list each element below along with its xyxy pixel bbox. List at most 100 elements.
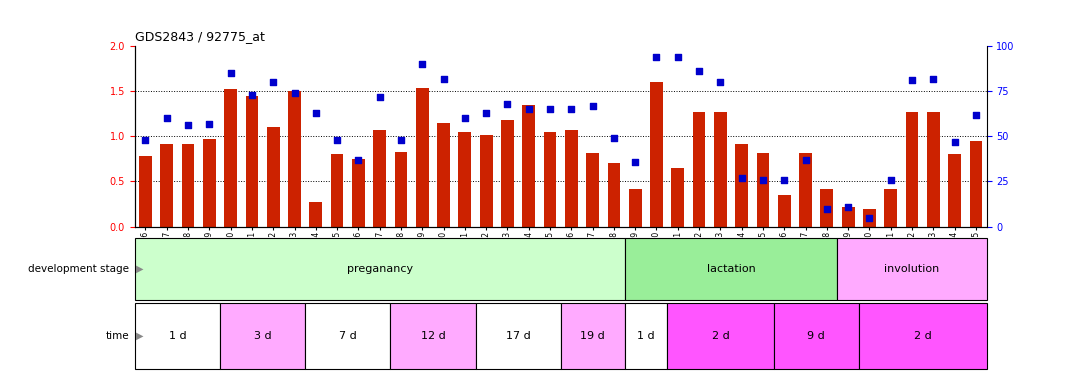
Bar xyxy=(927,112,939,227)
Point xyxy=(690,68,707,74)
Point xyxy=(669,54,686,60)
Point xyxy=(223,70,240,76)
Point xyxy=(776,177,793,183)
Bar xyxy=(608,164,621,227)
Bar xyxy=(859,303,987,369)
Bar xyxy=(438,123,450,227)
Text: involution: involution xyxy=(885,264,939,274)
Point xyxy=(158,115,175,121)
Text: 3 d: 3 d xyxy=(254,331,272,341)
Point xyxy=(520,106,537,112)
Bar xyxy=(416,88,429,227)
Text: 12 d: 12 d xyxy=(421,331,445,341)
Point xyxy=(393,137,410,143)
Text: 2 d: 2 d xyxy=(914,331,932,341)
Text: development stage: development stage xyxy=(29,264,129,274)
Point xyxy=(606,135,623,141)
Bar xyxy=(629,189,642,227)
Bar xyxy=(561,303,625,369)
Point xyxy=(840,204,857,210)
Bar xyxy=(586,152,599,227)
Bar xyxy=(266,127,279,227)
Bar xyxy=(863,209,876,227)
Text: lactation: lactation xyxy=(706,264,755,274)
Bar xyxy=(373,130,386,227)
Text: ▶: ▶ xyxy=(136,331,143,341)
Point xyxy=(201,121,218,127)
Text: GDS2843 / 92775_at: GDS2843 / 92775_at xyxy=(135,30,264,43)
Point xyxy=(648,54,666,60)
Bar xyxy=(288,91,301,227)
Text: ▶: ▶ xyxy=(136,264,143,274)
Point xyxy=(243,92,260,98)
Bar xyxy=(692,112,705,227)
Bar xyxy=(458,132,471,227)
Point xyxy=(819,205,836,212)
Point xyxy=(477,110,494,116)
Point xyxy=(350,157,367,163)
Point xyxy=(328,137,346,143)
Bar xyxy=(735,144,748,227)
Point xyxy=(861,214,878,220)
Point xyxy=(797,157,814,163)
Bar xyxy=(948,154,961,227)
Point xyxy=(499,101,516,107)
Text: 2 d: 2 d xyxy=(712,331,730,341)
Point xyxy=(264,79,281,85)
Bar xyxy=(160,144,173,227)
Bar xyxy=(799,152,812,227)
Bar xyxy=(625,303,668,369)
Bar xyxy=(714,112,727,227)
Bar xyxy=(331,154,343,227)
Point xyxy=(903,77,920,83)
Point xyxy=(754,177,771,183)
Bar xyxy=(668,303,774,369)
Bar xyxy=(884,189,897,227)
Bar xyxy=(225,89,238,227)
Bar xyxy=(220,303,305,369)
Bar xyxy=(479,134,492,227)
Bar xyxy=(544,132,556,227)
Bar xyxy=(305,303,391,369)
Point xyxy=(307,110,324,116)
Bar xyxy=(969,141,982,227)
Point xyxy=(946,139,963,145)
Text: preganancy: preganancy xyxy=(347,264,413,274)
Text: time: time xyxy=(106,331,129,341)
Text: 17 d: 17 d xyxy=(506,331,531,341)
Bar xyxy=(774,303,859,369)
Bar xyxy=(135,303,220,369)
Bar xyxy=(391,303,475,369)
Point xyxy=(371,94,388,100)
Point xyxy=(137,137,154,143)
Bar xyxy=(245,96,258,227)
Bar xyxy=(203,139,216,227)
Bar xyxy=(651,82,663,227)
Bar xyxy=(135,238,625,300)
Bar xyxy=(842,207,855,227)
Point xyxy=(712,79,729,85)
Bar xyxy=(625,238,838,300)
Point xyxy=(924,76,942,82)
Point xyxy=(627,159,644,165)
Bar xyxy=(309,202,322,227)
Point xyxy=(435,76,453,82)
Bar xyxy=(522,105,535,227)
Point xyxy=(733,175,750,181)
Text: 7 d: 7 d xyxy=(339,331,356,341)
Bar xyxy=(821,189,834,227)
Bar xyxy=(838,238,987,300)
Bar xyxy=(671,168,684,227)
Text: 1 d: 1 d xyxy=(637,331,655,341)
Bar xyxy=(905,112,918,227)
Point xyxy=(563,106,580,112)
Point xyxy=(456,115,473,121)
Bar xyxy=(395,152,408,227)
Bar xyxy=(778,195,791,227)
Point xyxy=(541,106,559,112)
Point xyxy=(584,103,601,109)
Point xyxy=(967,112,984,118)
Point xyxy=(414,61,431,67)
Bar xyxy=(139,156,152,227)
Bar xyxy=(501,120,514,227)
